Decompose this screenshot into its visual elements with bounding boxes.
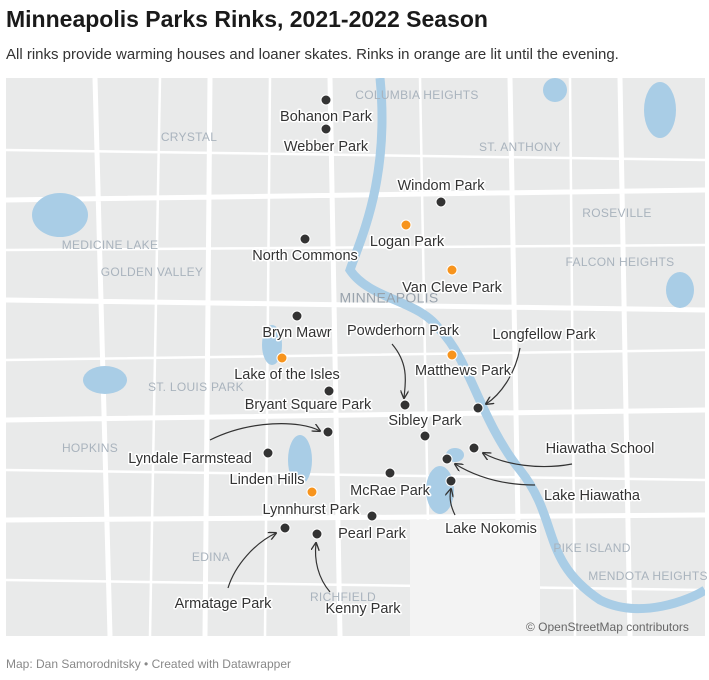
rink-label: Logan Park: [370, 234, 445, 250]
rink-dot: [384, 467, 396, 479]
place-label: RICHFIELD: [310, 590, 376, 604]
title: Minneapolis Parks Rinks, 2021-2022 Seaso…: [6, 6, 488, 32]
rink-dot: [446, 264, 458, 276]
rink-label: Bryant Square Park: [245, 397, 372, 413]
leader-arrow: [450, 489, 456, 516]
place-label: MINNEAPOLIS: [340, 290, 439, 306]
rink-dot: [320, 123, 332, 135]
leader-arrow: [227, 533, 276, 589]
rink-label: Bryn Mawr: [262, 325, 331, 341]
rink-dot: [262, 447, 274, 459]
rink-label: Windom Park: [397, 178, 485, 194]
rink-label: Hiawatha School: [546, 441, 655, 457]
leader-arrow: [486, 347, 521, 404]
rink-dot: [445, 475, 457, 487]
leader-arrow: [391, 343, 405, 398]
place-label: ST. ANTHONY: [479, 140, 561, 154]
rink-dot: [419, 430, 431, 442]
rink-label: Lake Nokomis: [445, 521, 537, 537]
rink-dot: [400, 219, 412, 231]
place-label: FALCON HEIGHTS: [566, 255, 675, 269]
rink-label: Van Cleve Park: [402, 280, 502, 296]
rink-label: Kenny Park: [326, 601, 402, 617]
rink-dot: [435, 196, 447, 208]
rink-dot: [323, 385, 335, 397]
rink-label: Matthews Park: [415, 363, 512, 379]
place-label: COLUMBIA HEIGHTS: [355, 88, 479, 102]
rink-dot: [276, 352, 288, 364]
rink-label: Powderhorn Park: [347, 323, 460, 339]
rink-label: Lake of the Isles: [234, 367, 340, 383]
place-label: MEDICINE LAKE: [62, 238, 159, 252]
leader-arrow: [209, 423, 320, 441]
rink-label: Sibley Park: [388, 413, 462, 429]
rink-label: Pearl Park: [338, 526, 406, 542]
rink-dot: [291, 310, 303, 322]
rink-dot: [322, 426, 334, 438]
rink-dot: [472, 402, 484, 414]
place-label: ROSEVILLE: [582, 206, 651, 220]
place-label: HOPKINS: [62, 441, 118, 455]
rink-label: Armatage Park: [175, 596, 272, 612]
rink-label: McRae Park: [350, 483, 431, 499]
rink-label: Linden Hills: [230, 472, 305, 488]
rink-dot: [311, 528, 323, 540]
leader-arrow: [316, 543, 331, 593]
place-label: CRYSTAL: [161, 130, 217, 144]
rink-label: Webber Park: [284, 139, 369, 155]
rink-dot: [320, 94, 332, 106]
place-label: GOLDEN VALLEY: [101, 265, 203, 279]
attribution: © OpenStreetMap contributors: [526, 620, 689, 634]
leader-arrow: [455, 464, 536, 486]
arrows: [209, 343, 573, 593]
rink-dot: [441, 453, 453, 465]
place-label: ST. LOUIS PARK: [148, 380, 244, 394]
subtitle: All rinks provide warming houses and loa…: [6, 46, 619, 63]
rink-label: Bohanon Park: [280, 109, 373, 125]
rink-dot: [366, 510, 378, 522]
basemap: [6, 78, 705, 636]
place-labels: COLUMBIA HEIGHTS CRYSTAL ST. ANTHONY ROSEVI…: [62, 88, 708, 604]
rink-label: Lyndale Farmstead: [128, 451, 252, 467]
footer: Map: Dan Samorodnitsky • Created with Da…: [6, 657, 291, 671]
place-label: PIKE ISLAND: [553, 541, 630, 555]
rink-label: Lake Hiawatha: [544, 488, 641, 504]
rink-label: Longfellow Park: [492, 327, 596, 343]
place-label: MENDOTA HEIGHTS: [588, 569, 708, 583]
rink-dot: [299, 233, 311, 245]
rink-dot: [468, 442, 480, 454]
rink-label: Lynnhurst Park: [263, 502, 361, 518]
rinks: Bohanon Park Webber Park Windom Park Logan …: [127, 94, 656, 618]
rink-dot: [446, 349, 458, 361]
rink-dot: [279, 522, 291, 534]
rink-dot: [306, 486, 318, 498]
rink-dot: [399, 399, 411, 411]
rink-label: North Commons: [252, 248, 358, 264]
leader-arrow: [483, 453, 573, 468]
place-label: EDINA: [192, 550, 230, 564]
